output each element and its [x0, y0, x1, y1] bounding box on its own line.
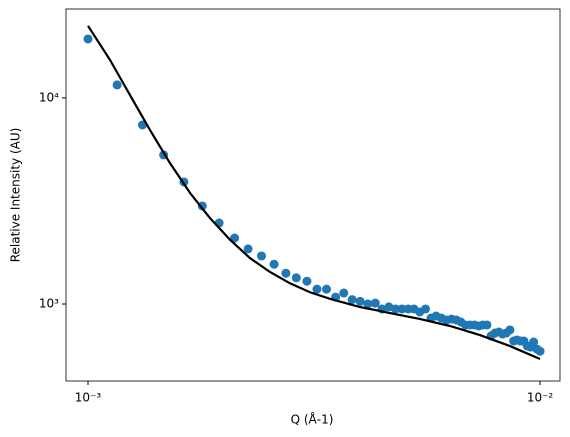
- data-point: [347, 295, 357, 305]
- y-tick-label: 10³: [39, 296, 59, 310]
- data-point: [243, 244, 253, 254]
- data-point: [291, 273, 301, 283]
- axes-frame: [65, 8, 561, 382]
- data-point: [322, 284, 332, 294]
- x-tick-label: 10⁻³: [75, 391, 102, 405]
- y-tick-label: 10⁴: [39, 90, 59, 104]
- fit-line: [87, 25, 541, 360]
- data-point: [355, 296, 365, 306]
- data-point: [312, 284, 322, 294]
- data-point: [397, 304, 407, 314]
- data-point: [505, 325, 515, 335]
- data-point: [529, 337, 539, 347]
- data-point: [112, 80, 122, 90]
- data-point: [535, 346, 545, 356]
- data-point: [230, 233, 240, 243]
- data-point: [197, 201, 207, 211]
- data-point: [339, 288, 349, 298]
- data-point: [281, 268, 291, 278]
- data-point: [421, 304, 431, 314]
- data-point: [370, 298, 380, 308]
- x-tick-label: 10⁻²: [527, 391, 554, 405]
- data-point: [363, 299, 373, 309]
- data-point: [269, 259, 279, 269]
- x-axis-label: Q (Å-1): [291, 412, 334, 427]
- data-point: [482, 320, 492, 330]
- data-point: [302, 276, 312, 286]
- data-point: [391, 304, 401, 314]
- data-point: [83, 34, 93, 44]
- data-point: [256, 251, 266, 261]
- y-axis-label: Relative Intensity (AU): [9, 128, 23, 263]
- plot-area: [66, 9, 560, 381]
